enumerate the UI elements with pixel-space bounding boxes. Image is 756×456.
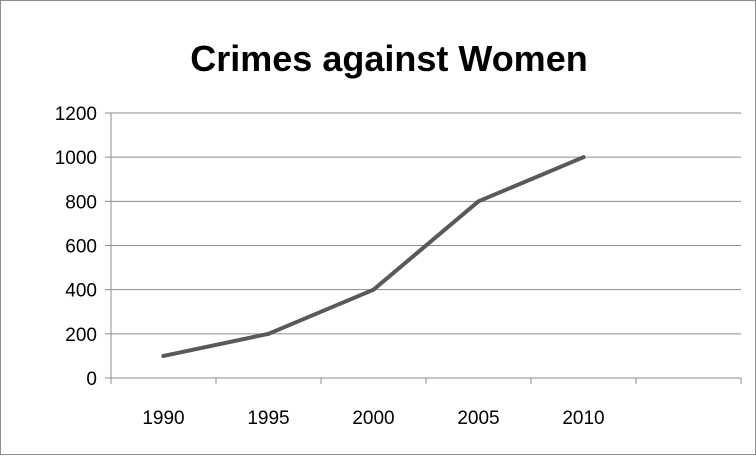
y-tick-label: 0 [86, 369, 97, 390]
y-tick-label: 1200 [55, 104, 97, 125]
axes [105, 112, 742, 384]
x-tick-label: 1990 [142, 408, 184, 429]
data-point [371, 287, 376, 292]
x-tick-label: 2010 [562, 408, 604, 429]
series-group [161, 155, 586, 358]
data-point [581, 155, 586, 160]
x-tick-label: 2005 [457, 408, 499, 429]
data-point [266, 331, 271, 336]
y-tick-labels: 0 200 400 600 800 1000 1200 [55, 104, 97, 390]
x-tick-labels: 1990 1995 2000 2005 2010 [142, 408, 604, 429]
y-tick-label: 800 [65, 192, 97, 213]
series-line [161, 155, 586, 358]
y-tick-label: 200 [65, 325, 97, 346]
y-tick-label: 400 [65, 281, 97, 302]
data-point [476, 199, 481, 204]
x-tick-label: 1995 [247, 408, 289, 429]
y-tick-label: 1000 [55, 148, 97, 169]
gridlines [111, 112, 741, 335]
y-tick-label: 600 [65, 237, 97, 258]
chart-title: Crimes against Women [190, 38, 587, 79]
data-point [161, 353, 166, 358]
x-tick-label: 2000 [352, 408, 394, 429]
